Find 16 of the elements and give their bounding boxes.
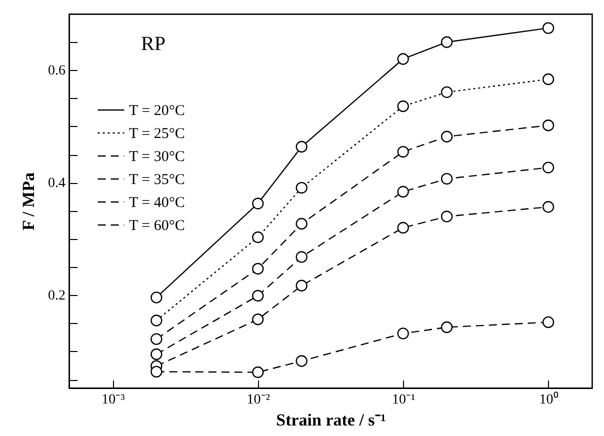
x-tick-label: 10⁻² xyxy=(246,392,270,408)
x-tick-label: 10⁻³ xyxy=(102,392,125,408)
y-tick-label: 0.2 xyxy=(48,288,66,304)
y-tick-label: 0.6 xyxy=(48,64,66,79)
legend-label: T = 60°C xyxy=(129,218,185,234)
annotation: RP xyxy=(141,33,166,55)
x-axis-title: Strain rate / s⁻¹ xyxy=(276,410,386,430)
x-tick-label: 10⁻¹ xyxy=(392,392,416,408)
y-axis-title: F / MPa xyxy=(19,172,38,230)
x-tick-label: 10⁰ xyxy=(539,392,558,408)
legend-label: T = 20°C xyxy=(129,103,185,119)
y-tick-label: 0.4 xyxy=(48,176,66,192)
legend-label: T = 25°C xyxy=(129,126,185,142)
legend-label: T = 35°C xyxy=(129,172,185,188)
legend-label: T = 40°C xyxy=(129,195,185,211)
legend-label: T = 30°C xyxy=(129,149,185,165)
